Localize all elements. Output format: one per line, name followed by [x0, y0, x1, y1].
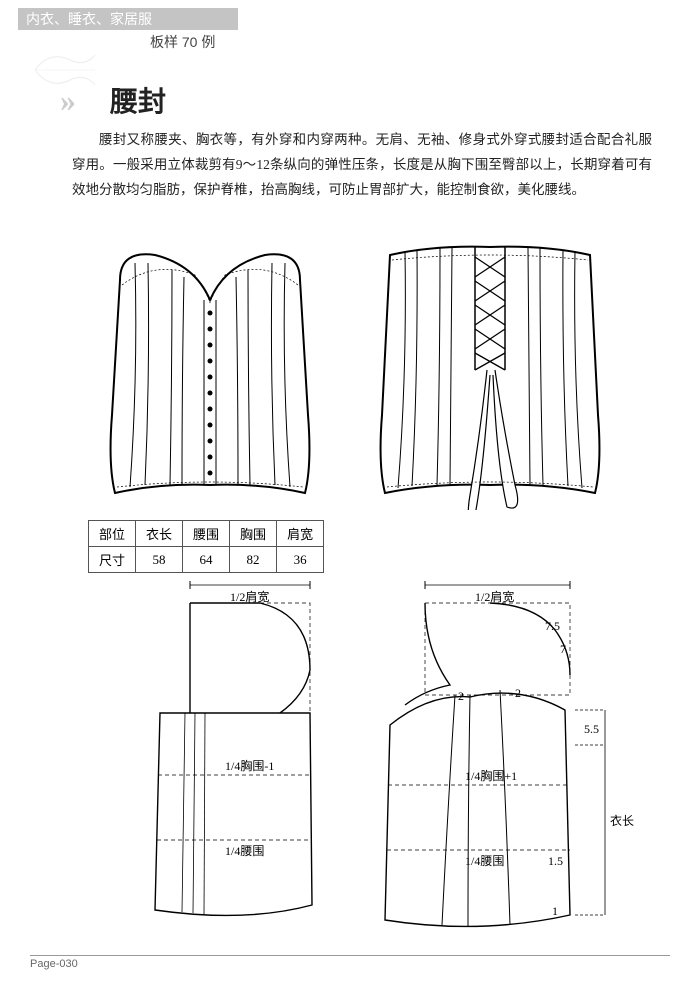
table-cell: 衣长 [136, 521, 183, 547]
header-category-bar: 内衣、睡衣、家居服 [18, 8, 238, 30]
dim-label: 1/2肩宽 [475, 589, 514, 604]
table-cell: 尺寸 [89, 547, 136, 573]
table-cell: 肩宽 [277, 521, 324, 547]
table-cell: 胸围 [230, 521, 277, 547]
dim-value: 2 [515, 686, 521, 700]
table-cell: 36 [277, 547, 324, 573]
dim-value: 1.5 [548, 854, 563, 868]
table-row: 尺寸 58 64 82 36 [89, 547, 324, 573]
table-cell: 腰围 [183, 521, 230, 547]
corset-back-view [381, 247, 600, 510]
dim-label: 1/4腰围 [225, 844, 264, 858]
dim-value: 7.5 [545, 619, 560, 633]
page-footer: Page-030 [30, 955, 670, 970]
corset-front-view [111, 254, 310, 493]
back-pattern-piece: 1/2肩宽 1/4胸围-1 1/4腰围 [155, 581, 312, 915]
dim-label: 衣长 [610, 813, 634, 828]
header-subtitle: 板样 70 例 [150, 32, 215, 52]
dim-label: 1/4胸围+1 [465, 768, 517, 783]
dim-label: 1/2肩宽 [230, 589, 269, 604]
body-paragraph: 腰封又称腰夹、胸衣等，有外穿和内穿两种。无肩、无袖、修身式外穿式腰封适合配合礼服… [72, 128, 652, 203]
dim-value: 1 [552, 904, 558, 918]
dim-value: 5.5 [584, 722, 599, 736]
dim-label: 1/4腰围 [465, 854, 504, 868]
measurement-table: 部位 衣长 腰围 胸围 肩宽 尺寸 58 64 82 36 [88, 520, 324, 573]
pattern-diagram: 1/2肩宽 1/4胸围-1 1/4腰围 1/2肩宽 7.5 7 2 2 [110, 575, 640, 945]
dim-value: 7 [560, 642, 566, 656]
chevron-icon: » [60, 82, 70, 119]
table-cell: 82 [230, 547, 277, 573]
page-title: 腰封 [110, 80, 166, 120]
table-row: 部位 衣长 腰围 胸围 肩宽 [89, 521, 324, 547]
table-cell: 58 [136, 547, 183, 573]
dim-label: 1/4胸围-1 [225, 758, 274, 773]
table-cell: 64 [183, 547, 230, 573]
page-number: Page-030 [30, 958, 78, 970]
corset-illustration [90, 230, 620, 510]
front-pattern-piece: 1/2肩宽 7.5 7 2 2 1/4胸围+1 1/4腰围 5.5 衣长 1.5… [385, 581, 634, 927]
table-cell: 部位 [89, 521, 136, 547]
